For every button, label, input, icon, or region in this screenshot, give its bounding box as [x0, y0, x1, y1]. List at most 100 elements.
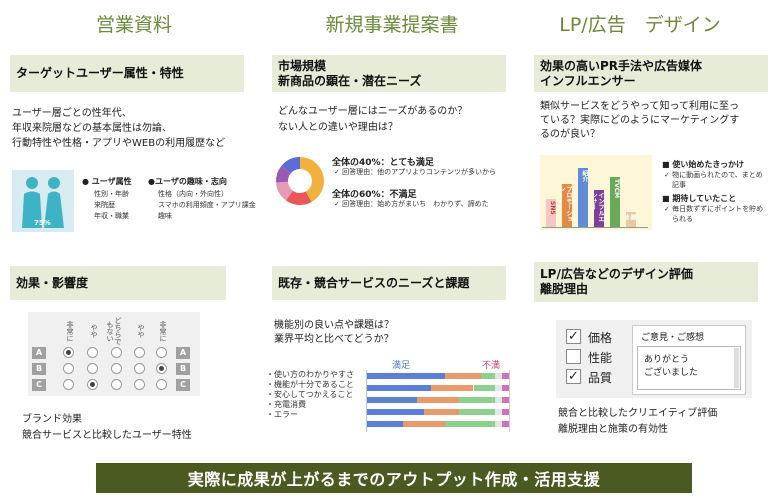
matrix-radio[interactable] — [63, 379, 74, 390]
matrix-radio[interactable] — [134, 347, 145, 358]
feature-item: ・安心してつかえること — [266, 390, 354, 399]
stack-segment — [473, 385, 495, 391]
check-box[interactable]: ✓ — [566, 329, 581, 344]
panel4-line-2: 競合サービスと比較したユーザー特性 — [22, 430, 192, 441]
stat2-reason: ✓ 回答理由：始め方がまいち わかりず、諦めた — [334, 200, 489, 208]
matrix-radio[interactable] — [87, 379, 98, 390]
pr-bar-label: 雑誌 — [626, 213, 636, 220]
stack-segment — [416, 397, 460, 403]
donut-slice — [281, 157, 300, 174]
pr-bar — [594, 189, 604, 227]
stack-segment — [501, 409, 509, 415]
stack-segment — [367, 397, 417, 403]
opinion-scrollbar[interactable] — [734, 348, 739, 388]
stack-segment — [367, 421, 403, 427]
check-label: 性能 — [588, 351, 613, 365]
persona-figure-box: 75% — [12, 170, 74, 232]
check-label: 価格 — [588, 331, 613, 345]
feature-item: ・機能が十分であること — [266, 380, 354, 389]
feature-item: ・エラー — [266, 410, 298, 419]
matrix-radio[interactable] — [134, 379, 145, 390]
matrix-radio[interactable] — [156, 363, 167, 374]
donut-slice — [300, 157, 324, 203]
pr-chart-baseline — [542, 227, 648, 228]
user-attr-item: 来院歴 — [94, 201, 115, 209]
opinion-textarea[interactable]: ありがとう ございました — [637, 346, 741, 390]
stack-segment — [501, 385, 509, 391]
legend1-item: 記事 — [672, 181, 686, 189]
stat1-reason: ✓ 回答理由：他のアプリよりコンテンツが多いから — [334, 168, 496, 176]
stack-segment — [501, 397, 509, 403]
feature-item: ・使い方のわかりやすさ — [266, 370, 354, 379]
stack-segment — [423, 409, 460, 415]
pr-bar-label: 紹介 — [581, 170, 588, 183]
user-interest-item: 性格（内向・外向性） — [158, 190, 228, 198]
column-title-center: 新規事業提案書 — [325, 14, 459, 36]
panel6-line-1: 競合と比較したクリエイティブ評価 — [558, 408, 718, 419]
legend1-title: ■ 使い始めたきっかけ — [662, 160, 745, 169]
opinion-box: ご意見・ご感想 ありがとう ございました — [632, 325, 746, 395]
check-box[interactable]: ✓ — [566, 369, 581, 384]
stacked-bar-chart — [366, 370, 510, 432]
panel4-heading: 効果・影響度 — [10, 266, 226, 300]
matrix-radio[interactable] — [111, 379, 122, 390]
panel3-line-3: るのが良い？ — [540, 129, 600, 140]
donut-slice — [285, 190, 312, 205]
check-box[interactable] — [566, 349, 581, 364]
matrix-radio[interactable] — [87, 363, 98, 374]
panel5-line-2: 業界平均と比べてどうか？ — [274, 334, 394, 345]
matrix-radio[interactable] — [111, 363, 122, 374]
matrix-radio[interactable] — [156, 347, 167, 358]
panel3-line-1: 類似サービスをどうやって知って利用に至っ — [540, 101, 739, 112]
stack-segment — [445, 421, 495, 427]
stack-segment — [402, 421, 446, 427]
matrix-radio[interactable] — [63, 363, 74, 374]
panel3-line-2: ている？実際にどのようにマーケティングす — [540, 115, 740, 126]
panel1-line-1: ユーザー層ごとの性年代、 — [12, 108, 132, 119]
panel5-heading: 既存・競合サービスのニーズと課題 — [272, 266, 506, 300]
panel6-line-2: 離脱理由と施策の有効性 — [558, 424, 668, 435]
stack-segment — [367, 385, 431, 391]
stat2-title: 全体の60%：不満足 — [332, 190, 417, 200]
stack-segment — [501, 373, 509, 379]
matrix-col-head: 非常に — [66, 320, 74, 342]
pr-bar-label: インフルエンサー — [594, 191, 604, 222]
column-title-right: LP/広告 デザイン — [559, 14, 721, 36]
panel6-heading-line-2: 離脱理由 — [540, 282, 589, 296]
stack-segment — [367, 373, 446, 379]
stack-segment — [459, 409, 495, 415]
donut-slice — [276, 181, 293, 201]
panel2-heading: 市場規模 新商品の顕在・潜在ニーズ — [272, 55, 506, 92]
matrix-radio[interactable] — [87, 347, 98, 358]
legend2-title: ■ 期待していたこと — [662, 194, 737, 203]
donut-slice — [276, 165, 291, 183]
matrix-radio[interactable] — [134, 363, 145, 374]
panel2-heading-line-1: 市場規模 — [278, 58, 327, 73]
panel3-heading-line-1: 効果の高いPR手法や広告媒体 — [540, 58, 703, 73]
stack-segment — [494, 421, 502, 427]
column-title-left: 営業資料 — [95, 14, 172, 36]
panel1-line-3: 行動特性や性格・アプリやWEBの利用履歴など — [12, 138, 226, 149]
matrix-col-head: やや — [137, 324, 145, 338]
user-interest-item: スマホの利用頻度・アプリ課金 — [158, 201, 256, 209]
panel3-heading: 効果の高いPR手法や広告媒体 インフルエンサー — [534, 55, 768, 92]
user-attr-title: ● ユーザ属性 — [82, 177, 132, 186]
stack-segment — [494, 409, 502, 415]
satisfaction-donut-chart — [276, 157, 324, 205]
panel1-line-2: 年収来院層などの基本属性は勿論、 — [12, 123, 172, 134]
pr-bar — [610, 177, 620, 227]
stack-segment — [494, 373, 502, 379]
panel2-line-2: ない人との違いや理由は？ — [278, 122, 398, 133]
matrix-radio[interactable] — [156, 379, 167, 390]
matrix-radio[interactable] — [111, 347, 122, 358]
matrix-radio[interactable] — [63, 347, 74, 358]
stack-segment — [445, 373, 481, 379]
stack-segment — [494, 385, 502, 391]
legend2-item: ✓ 毎日数ずずにポイントを貯め — [664, 205, 764, 213]
pr-bar — [546, 199, 556, 227]
user-interest-item: 趣味 — [158, 212, 172, 220]
matrix-row-label: B — [32, 363, 46, 375]
unsatisfied-label: 不満 — [482, 361, 501, 371]
stack-segment — [367, 409, 424, 415]
panel2-line-1: どんなユーザー層にはニーズがあるのか？ — [278, 106, 468, 117]
